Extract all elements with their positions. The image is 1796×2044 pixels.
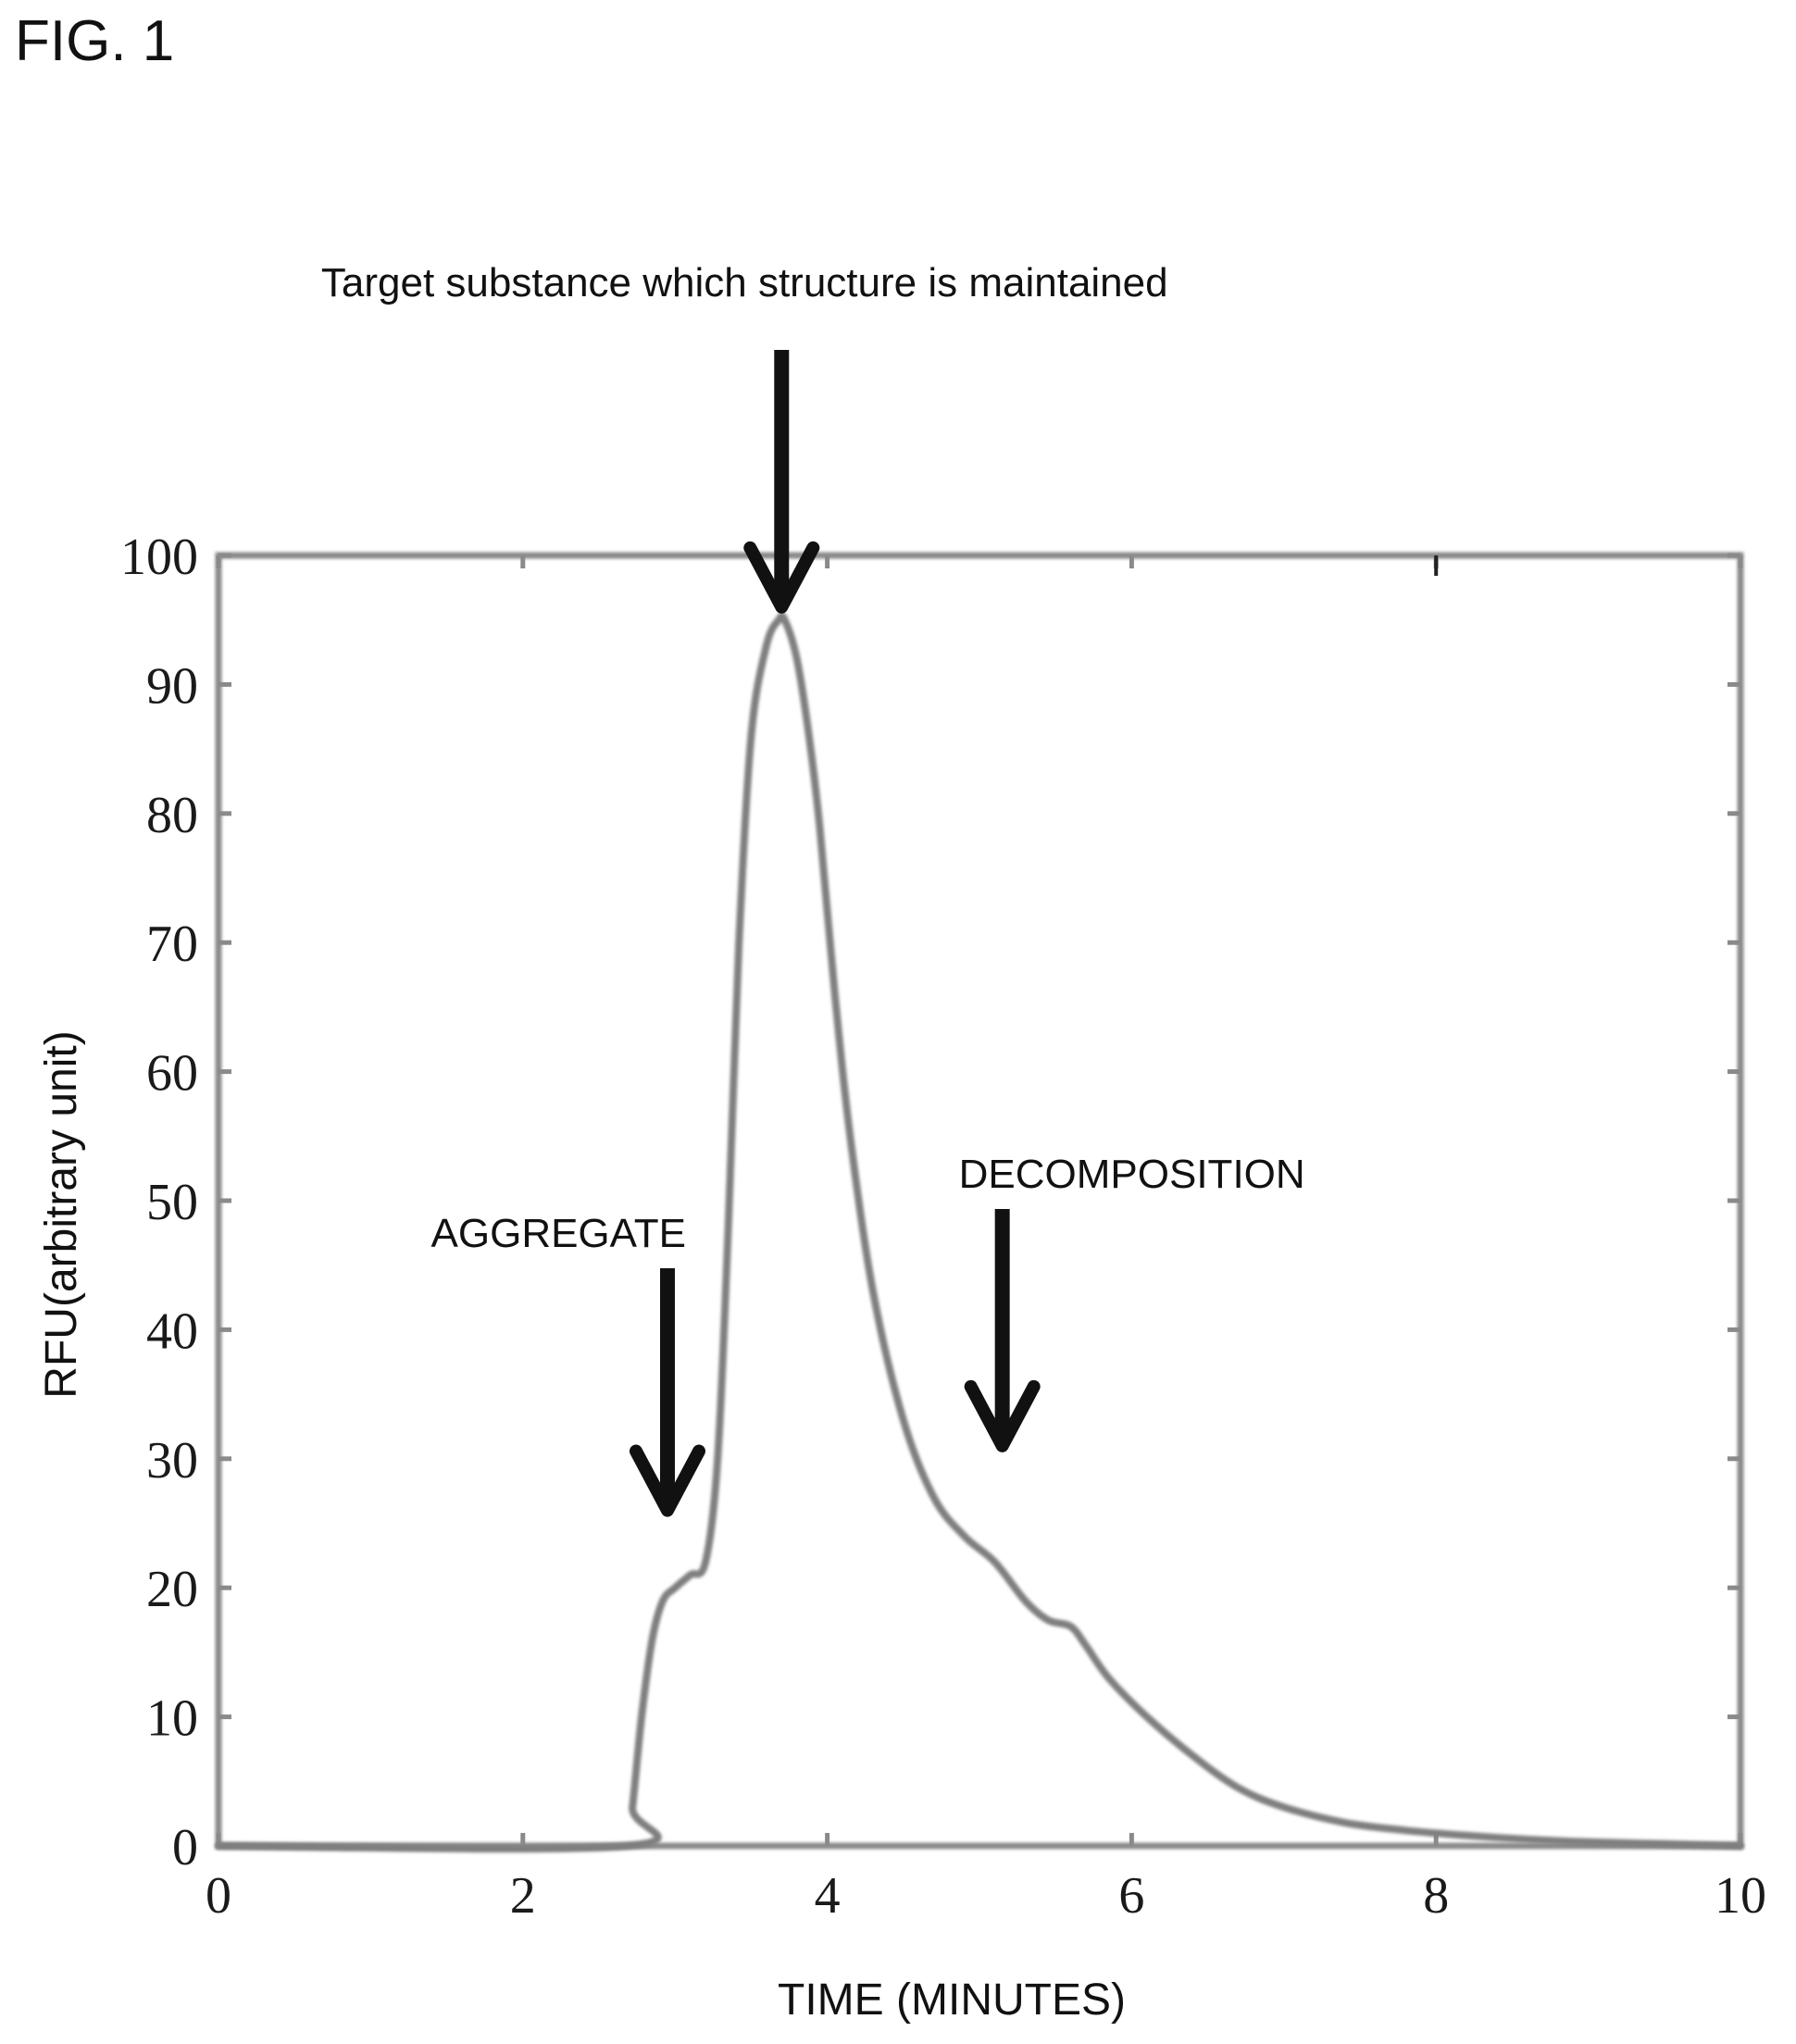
y-axis-title: RFU(arbitrary unit) <box>37 1030 86 1398</box>
arrow-head-shoulder-left <box>629 1444 705 1517</box>
y-tick-label: 70 <box>146 916 198 973</box>
y-tick-label: 0 <box>172 1819 198 1876</box>
y-tick-label: 20 <box>146 1561 198 1618</box>
y-tick-label: 30 <box>146 1432 198 1489</box>
y-tick-label: 90 <box>146 657 198 715</box>
annotation-label-shoulder-left: AGGREGATE <box>431 1211 686 1256</box>
x-tick-label: 0 <box>206 1867 231 1925</box>
y-tick-label: 40 <box>146 1302 198 1360</box>
y-tick-label: 80 <box>146 787 198 844</box>
y-tick-label: 100 <box>120 529 198 586</box>
x-axis-title: TIME (MINUTES) <box>778 1975 1126 2025</box>
annotation-label-shoulder-right: DECOMPOSITION <box>959 1152 1305 1197</box>
figure-label: FIG. 1 <box>15 9 175 73</box>
plot-frame <box>215 552 1744 1850</box>
x-tick-label: 8 <box>1423 1867 1449 1925</box>
series-line-0 <box>215 612 1744 1853</box>
x-tick-label: 4 <box>815 1867 841 1925</box>
x-tick-label: 10 <box>1715 1867 1766 1925</box>
arrow-head-main-peak <box>743 541 820 614</box>
y-tick-label: 50 <box>146 1174 198 1231</box>
x-tick-label: 2 <box>510 1867 536 1925</box>
y-tick-label: 10 <box>146 1690 198 1748</box>
annotation-label-main-peak: Target substance which structure is main… <box>321 260 1168 305</box>
y-tick-label: 60 <box>146 1045 198 1103</box>
x-tick-label: 6 <box>1118 1867 1144 1925</box>
arrow-head-shoulder-right <box>964 1379 1041 1452</box>
